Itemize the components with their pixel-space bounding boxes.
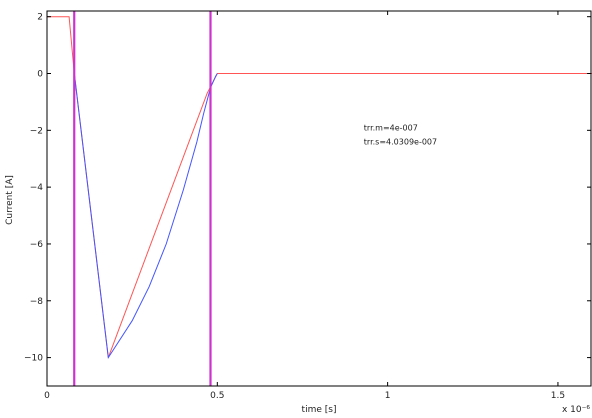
- annotation-trr-m: trr.m=4e-007: [364, 123, 418, 132]
- annotation-trr-s: trr.s=4.0309e-007: [364, 138, 437, 147]
- y-tick-label: 0: [37, 70, 43, 80]
- y-tick-label: −8: [30, 297, 44, 307]
- axes-frame: [46, 10, 592, 387]
- x-tick-label: 0: [44, 391, 50, 401]
- x-axis-label: time [s]: [302, 405, 337, 415]
- x-tick-label: 1.5: [551, 391, 565, 401]
- x-tick-label: 0.5: [210, 391, 224, 401]
- ticks: 0 0.5 1 1.5 2 0 −2 −4 −6 −8 −10: [24, 11, 591, 401]
- y-tick-label: −2: [30, 126, 43, 136]
- y-axis-label: Current [A]: [5, 175, 15, 225]
- y-tick-label: 2: [37, 13, 43, 23]
- y-tick-label: −10: [24, 354, 43, 364]
- x-tick-label: 1: [385, 391, 391, 401]
- series-2-line: [73, 73, 218, 360]
- y-tick-label: −6: [30, 240, 44, 250]
- y-tick-label: −4: [30, 183, 44, 193]
- plot-area: [47, 11, 592, 386]
- x-exponent-label: x 10⁻⁶: [562, 405, 590, 415]
